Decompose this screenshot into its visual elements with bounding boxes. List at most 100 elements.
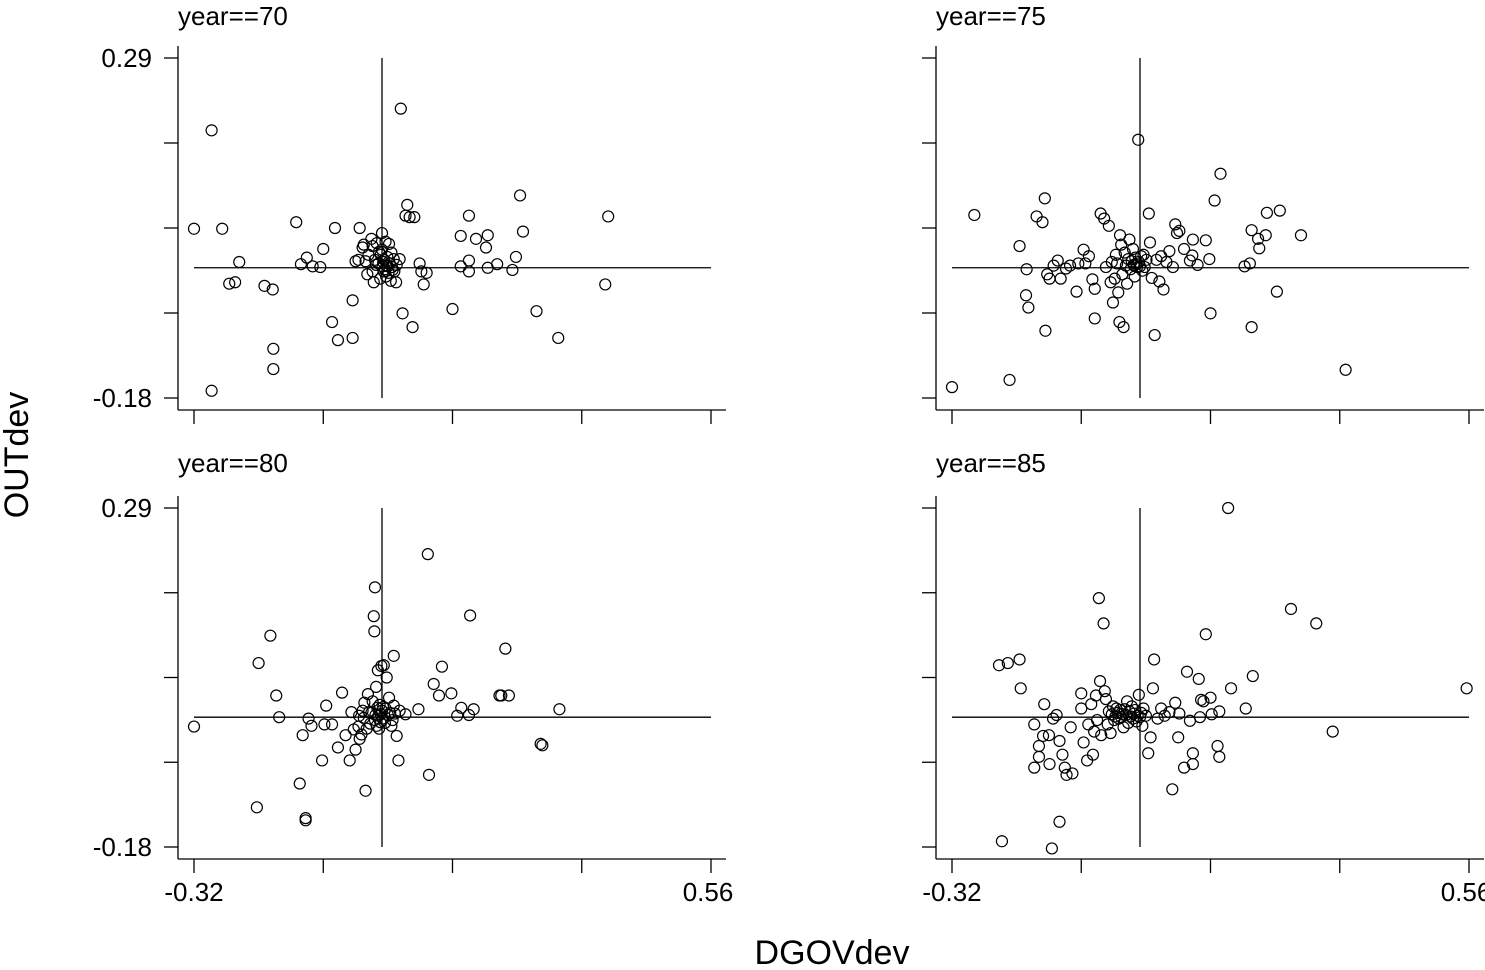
- data-point: [385, 719, 398, 732]
- x-tick-label: -0.32: [922, 877, 981, 907]
- data-point: [317, 242, 330, 256]
- data-point: [502, 689, 515, 702]
- data-point: [1077, 736, 1090, 749]
- data-point: [1460, 682, 1473, 695]
- data-point: [1163, 245, 1176, 258]
- data-point: [513, 189, 527, 202]
- data-point: [264, 629, 277, 642]
- data-point: [314, 260, 327, 274]
- data-point: [1136, 264, 1149, 277]
- data-point: [462, 265, 476, 278]
- data-point: [1140, 253, 1153, 266]
- data-point: [1197, 695, 1210, 708]
- panel-title: year==70: [178, 1, 288, 31]
- panel-3: year==80 0.29 -0.18 -0.32 0.56: [93, 448, 734, 907]
- data-point: [1213, 750, 1226, 763]
- data-point: [1173, 707, 1186, 720]
- data-point: [1126, 242, 1140, 256]
- data-point: [1166, 783, 1179, 796]
- data-point: [393, 253, 406, 266]
- data-point: [401, 198, 414, 211]
- data-point: [1169, 696, 1182, 709]
- data-point: [1142, 747, 1155, 760]
- data-point: [1239, 702, 1252, 715]
- data-point: [359, 784, 372, 797]
- data-point: [491, 258, 504, 271]
- data-point: [370, 680, 383, 693]
- data-point: [454, 229, 467, 243]
- data-point: [451, 709, 464, 722]
- data-point: [1153, 275, 1166, 288]
- data-point: [1138, 260, 1151, 274]
- data-point: [379, 235, 392, 248]
- data-point: [1204, 691, 1217, 704]
- data-point: [1043, 757, 1056, 771]
- data-point: [252, 656, 265, 670]
- data-point: [381, 250, 394, 264]
- data-point: [552, 331, 565, 345]
- data-point: [1194, 693, 1208, 706]
- data-point: [357, 238, 370, 251]
- data-point: [373, 698, 386, 712]
- data-point: [296, 729, 309, 742]
- data-point: [387, 649, 400, 662]
- data-point: [1224, 682, 1238, 695]
- panel-title: year==80: [178, 448, 288, 478]
- data-point: [445, 687, 458, 700]
- data-point: [390, 729, 403, 743]
- data-point: [187, 720, 201, 733]
- data-point: [1105, 255, 1118, 269]
- data-point: [1259, 229, 1272, 242]
- data-point: [1093, 675, 1107, 688]
- data-point: [1104, 276, 1117, 289]
- data-point: [382, 237, 396, 251]
- data-point: [1117, 721, 1130, 734]
- data-point: [422, 768, 436, 781]
- data-point: [1032, 739, 1046, 753]
- data-point: [1246, 669, 1259, 683]
- data-point: [1003, 373, 1016, 387]
- data-point: [1339, 363, 1352, 376]
- data-point: [1118, 246, 1131, 259]
- data-point: [1112, 286, 1125, 299]
- data-point: [205, 124, 218, 137]
- data-point: [325, 315, 339, 329]
- data-point: [1013, 653, 1026, 666]
- data-point: [1173, 224, 1186, 237]
- data-point: [367, 610, 380, 623]
- data-point: [509, 250, 523, 264]
- data-point: [1243, 257, 1256, 270]
- data-point: [1088, 312, 1101, 325]
- data-point: [385, 246, 398, 259]
- data-point: [1030, 210, 1043, 223]
- data-point: [382, 266, 395, 279]
- data-point: [530, 305, 543, 318]
- data-point: [1147, 653, 1161, 666]
- panel-title: year==75: [936, 1, 1046, 31]
- data-point: [320, 699, 333, 712]
- data-point: [300, 251, 313, 264]
- data-point: [1214, 167, 1227, 180]
- data-point: [417, 278, 430, 291]
- data-point: [1054, 272, 1067, 285]
- data-point: [406, 321, 419, 334]
- data-point: [315, 754, 329, 767]
- data-point: [346, 331, 359, 345]
- data-point: [1036, 216, 1049, 229]
- data-point: [1020, 263, 1033, 276]
- data-point: [380, 671, 393, 684]
- data-point: [266, 283, 279, 296]
- data-point: [1155, 702, 1168, 715]
- data-point: [1038, 192, 1051, 205]
- data-point: [349, 743, 362, 756]
- data-point: [386, 713, 399, 727]
- data-point: [446, 302, 459, 316]
- data-point: [1053, 734, 1066, 748]
- data-point: [1273, 204, 1286, 217]
- data-point: [335, 686, 349, 699]
- data-point: [1245, 321, 1258, 334]
- data-point: [368, 581, 382, 594]
- data-point: [377, 659, 390, 672]
- data-point: [1180, 665, 1194, 678]
- data-point: [420, 266, 433, 279]
